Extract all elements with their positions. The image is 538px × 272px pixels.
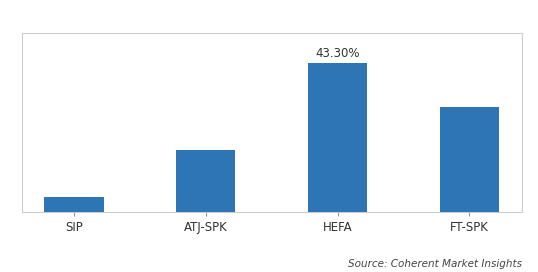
Text: 43.30%: 43.30% <box>315 47 360 60</box>
Bar <box>44 197 104 212</box>
Text: Source: Coherent Market Insights: Source: Coherent Market Insights <box>348 259 522 269</box>
Bar <box>440 107 499 212</box>
Bar <box>308 63 367 212</box>
Bar <box>176 150 236 212</box>
